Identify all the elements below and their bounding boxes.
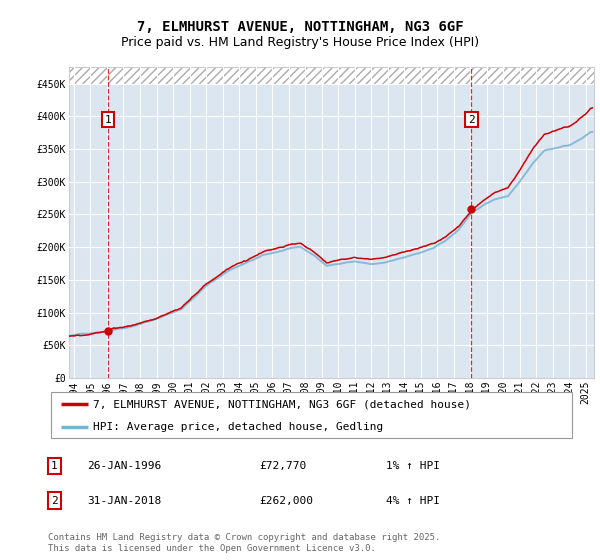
Text: 7, ELMHURST AVENUE, NOTTINGHAM, NG3 6GF (detached house): 7, ELMHURST AVENUE, NOTTINGHAM, NG3 6GF … (93, 399, 471, 409)
Text: 1% ↑ HPI: 1% ↑ HPI (386, 461, 440, 471)
FancyBboxPatch shape (50, 393, 572, 437)
Text: 31-JAN-2018: 31-JAN-2018 (88, 496, 162, 506)
Text: £262,000: £262,000 (259, 496, 313, 506)
Text: 1: 1 (105, 115, 112, 124)
Text: 7, ELMHURST AVENUE, NOTTINGHAM, NG3 6GF: 7, ELMHURST AVENUE, NOTTINGHAM, NG3 6GF (137, 20, 463, 34)
Text: £72,770: £72,770 (259, 461, 307, 471)
Text: 2: 2 (50, 496, 58, 506)
Text: 2: 2 (468, 115, 475, 124)
Text: 26-JAN-1996: 26-JAN-1996 (88, 461, 162, 471)
Text: Contains HM Land Registry data © Crown copyright and database right 2025.
This d: Contains HM Land Registry data © Crown c… (48, 533, 440, 553)
Text: 4% ↑ HPI: 4% ↑ HPI (386, 496, 440, 506)
Text: 1: 1 (50, 461, 58, 471)
Text: HPI: Average price, detached house, Gedling: HPI: Average price, detached house, Gedl… (93, 422, 383, 432)
Text: Price paid vs. HM Land Registry's House Price Index (HPI): Price paid vs. HM Land Registry's House … (121, 36, 479, 49)
